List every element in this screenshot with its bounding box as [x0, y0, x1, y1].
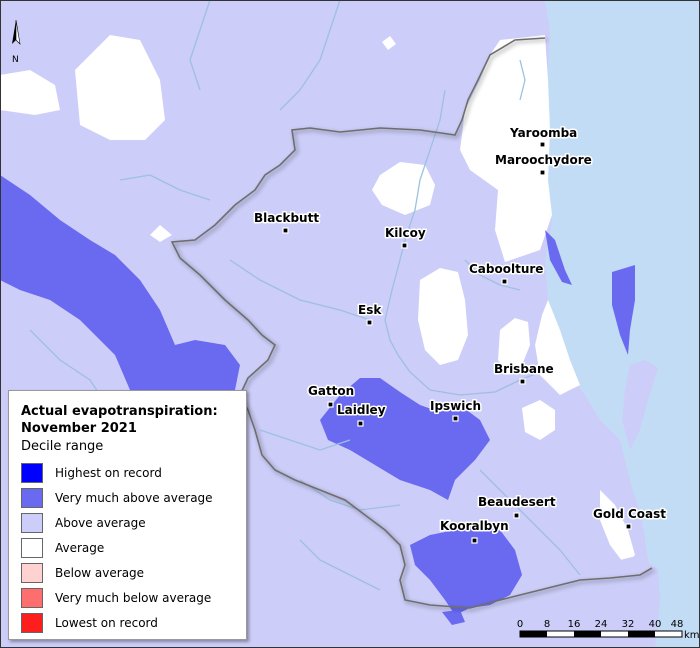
marker-yaroomba — [539, 141, 546, 148]
average-area-small — [150, 225, 172, 242]
marker-beaudesert — [513, 512, 520, 519]
legend-swatch — [21, 512, 43, 533]
very-much-above-kooralbyn — [410, 525, 522, 615]
very-much-above-south — [442, 610, 465, 625]
place-label-gatton: Gatton — [308, 384, 354, 398]
scale-tick: 24 — [595, 619, 608, 630]
legend-item: Average — [21, 535, 246, 560]
legend-swatch — [21, 487, 43, 508]
place-label-esk: Esk — [358, 303, 382, 317]
river — [259, 429, 351, 451]
river — [119, 174, 211, 201]
average-area-northwest — [75, 35, 165, 140]
marker-gold-coast — [625, 523, 632, 530]
legend-title: Actual evapotranspiration: November 2021 — [21, 404, 218, 436]
legend-swatch — [21, 587, 43, 608]
legend-item: Very much above average — [21, 485, 246, 510]
marker-blackbutt — [282, 227, 289, 234]
coastal-average-area — [460, 35, 552, 262]
very-much-above-laidley-ipswich — [320, 378, 490, 500]
place-markers — [282, 141, 632, 544]
legend-item: Above average — [21, 510, 246, 535]
legend-item: Below average — [21, 560, 246, 585]
river — [299, 539, 381, 591]
scale-tick: 16 — [568, 619, 581, 630]
north-arrow-icon: N — [12, 19, 21, 65]
average-area-kilcoy — [372, 162, 435, 215]
legend-swatch — [21, 562, 43, 583]
place-label-brisbane: Brisbane — [494, 362, 554, 376]
legend-item-label: Below average — [55, 565, 145, 580]
legend-swatch — [21, 537, 43, 558]
place-label-gold-coast: Gold Coast — [593, 507, 666, 521]
marker-maroochydore — [539, 169, 546, 176]
marker-gatton — [327, 401, 334, 408]
river — [519, 59, 526, 101]
legend-subtitle: Decile range — [21, 439, 104, 454]
marker-caboolture — [501, 278, 508, 285]
river — [229, 259, 371, 321]
gold-coast-average-area — [600, 490, 635, 565]
river — [189, 0, 211, 91]
place-label-maroochydore: Maroochydore — [495, 153, 592, 167]
scale-tick: 32 — [622, 619, 635, 630]
scale-tick: 40 — [649, 619, 662, 630]
legend-item: Very much below average — [21, 585, 246, 610]
legend: Actual evapotranspiration: November 2021… — [8, 390, 247, 640]
river — [479, 469, 581, 576]
average-area-brisbane — [498, 318, 530, 375]
above-average-coastal-south — [620, 555, 660, 648]
marker-laidley — [357, 420, 364, 427]
region-border — [170, 37, 653, 609]
legend-item-label: Above average — [55, 515, 146, 530]
legend-swatch — [21, 462, 43, 483]
scale-bar: 0 8 16 24 32 40 48 km — [517, 619, 700, 641]
legend-item-label: Highest on record — [55, 465, 162, 480]
legend-item-label: Average — [55, 540, 105, 555]
river — [299, 479, 401, 511]
scale-tick: 0 — [517, 619, 523, 630]
average-area-ipswich-east — [522, 400, 555, 440]
average-area-north — [382, 36, 396, 50]
marker-kooralbyn — [471, 537, 478, 544]
place-label-beaudesert: Beaudesert — [478, 495, 556, 509]
north-arrow-label: N — [12, 55, 19, 65]
coastal-average-area-south — [535, 300, 580, 395]
average-area-caboolture — [418, 268, 468, 365]
legend-item-label: Very much above average — [55, 490, 213, 505]
average-area-northwest-2 — [0, 70, 60, 115]
place-label-caboolture: Caboolture — [469, 262, 543, 276]
place-label-laidley: Laidley — [337, 403, 386, 417]
marker-esk — [366, 319, 373, 326]
marker-ipswich — [452, 415, 459, 422]
very-much-above-island — [612, 265, 635, 355]
very-much-above-coastal — [545, 230, 572, 285]
legend-item: Highest on record — [21, 460, 246, 485]
scale-tick: 48 — [671, 619, 684, 630]
river — [464, 259, 521, 291]
river — [404, 89, 446, 241]
scale-tick: 8 — [544, 619, 550, 630]
place-label-kilcoy: Kilcoy — [385, 226, 426, 240]
legend-swatch — [21, 612, 43, 633]
legend-item: Lowest on record — [21, 610, 246, 635]
place-label-kooralbyn: Kooralbyn — [440, 519, 509, 533]
very-much-above-west — [0, 175, 240, 390]
marker-brisbane — [519, 378, 526, 385]
place-label-blackbutt: Blackbutt — [254, 211, 319, 225]
marker-kilcoy — [401, 242, 408, 249]
river — [279, 0, 341, 111]
place-label-ipswich: Ipswich — [430, 399, 481, 413]
place-label-yaroomba: Yaroomba — [509, 126, 577, 140]
scale-unit: km — [684, 630, 700, 641]
legend-item-label: Very much below average — [55, 590, 212, 605]
river — [384, 239, 546, 396]
legend-item-label: Lowest on record — [55, 615, 158, 630]
above-average-island — [622, 360, 658, 450]
